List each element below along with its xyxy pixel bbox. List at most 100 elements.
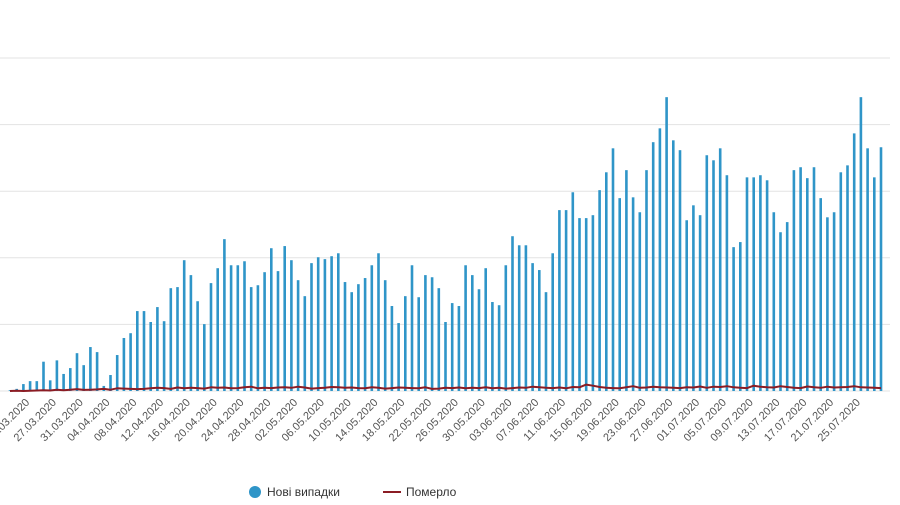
bar: [450, 303, 454, 391]
bar: [22, 384, 25, 391]
bar: [142, 311, 146, 391]
bar: [685, 220, 688, 391]
bar: [169, 288, 173, 391]
bar: [544, 292, 548, 391]
bar: [310, 263, 313, 391]
bar: [692, 205, 695, 391]
bar: [477, 289, 481, 391]
bar: [343, 282, 347, 391]
bar: [484, 268, 487, 391]
bar: [82, 365, 85, 391]
bar: [323, 259, 327, 391]
bar: [464, 265, 467, 391]
bar: [584, 218, 588, 391]
bar: [249, 287, 253, 391]
bar: [718, 148, 722, 391]
bar: [732, 247, 735, 391]
bar: [28, 381, 32, 391]
bar: [276, 271, 280, 391]
bar: [605, 172, 608, 391]
line: [9, 383, 882, 392]
bar: [497, 305, 501, 391]
bar: [263, 272, 266, 391]
bar: [89, 347, 92, 391]
bar: [859, 97, 863, 391]
bar: [879, 147, 883, 391]
bar: [765, 180, 769, 391]
bar: [611, 148, 615, 391]
bar: [363, 278, 367, 391]
bar: [779, 232, 782, 391]
bar: [223, 239, 226, 391]
bar: [350, 292, 353, 391]
bar: [437, 288, 441, 391]
bar: [370, 265, 374, 391]
bar: [162, 321, 166, 391]
bar: [852, 133, 856, 391]
bar: [69, 368, 72, 391]
bar: [270, 248, 273, 391]
bar: [42, 361, 45, 391]
bar: [745, 177, 749, 391]
bar: [799, 167, 802, 391]
bar: [504, 265, 508, 391]
bar: [136, 311, 139, 391]
bar: [243, 261, 246, 391]
bar: [122, 337, 126, 391]
bar: [665, 97, 668, 391]
legend-label: Нові випадки: [267, 485, 340, 499]
bar: [410, 265, 414, 391]
bar: [397, 323, 400, 391]
bar: [330, 256, 333, 391]
bar: [303, 296, 307, 391]
bar: [564, 210, 568, 391]
bar: [651, 142, 655, 391]
bar: [390, 306, 394, 391]
bar: [866, 148, 869, 391]
bar: [645, 170, 648, 391]
bar: [578, 218, 581, 391]
bar: [156, 307, 159, 391]
bar: [149, 322, 152, 391]
bar: [216, 268, 219, 391]
bar: [819, 198, 822, 391]
bar: [357, 284, 360, 391]
bar: [625, 170, 628, 391]
bar: [517, 245, 521, 391]
bar: [209, 283, 213, 391]
bar: [631, 197, 635, 391]
bar: [772, 212, 776, 391]
bar: [511, 236, 514, 391]
legend-swatch-cases: [249, 486, 261, 498]
bar: [35, 381, 39, 391]
bar: [678, 150, 682, 391]
bar: [698, 215, 702, 391]
bar: [839, 172, 843, 391]
bar: [109, 375, 112, 391]
bar: [444, 322, 447, 391]
bar: [705, 155, 709, 391]
bar: [832, 212, 836, 391]
bar: [457, 306, 461, 391]
bar: [538, 270, 541, 391]
bar: [725, 175, 729, 391]
bar: [404, 296, 407, 391]
bar: [196, 301, 199, 391]
bar: [826, 217, 829, 391]
bar: [430, 277, 434, 391]
bar: [95, 352, 99, 391]
bar: [129, 333, 132, 391]
bar: [75, 353, 79, 391]
bar: [806, 178, 809, 391]
bar: [337, 253, 340, 391]
bar: [598, 190, 601, 391]
bar: [316, 257, 320, 391]
bar: [812, 167, 816, 391]
bar: [115, 355, 119, 391]
bar: [62, 373, 65, 391]
bar: [182, 260, 186, 391]
bar: [203, 324, 206, 391]
bar: [189, 275, 193, 391]
bar: [524, 245, 528, 391]
